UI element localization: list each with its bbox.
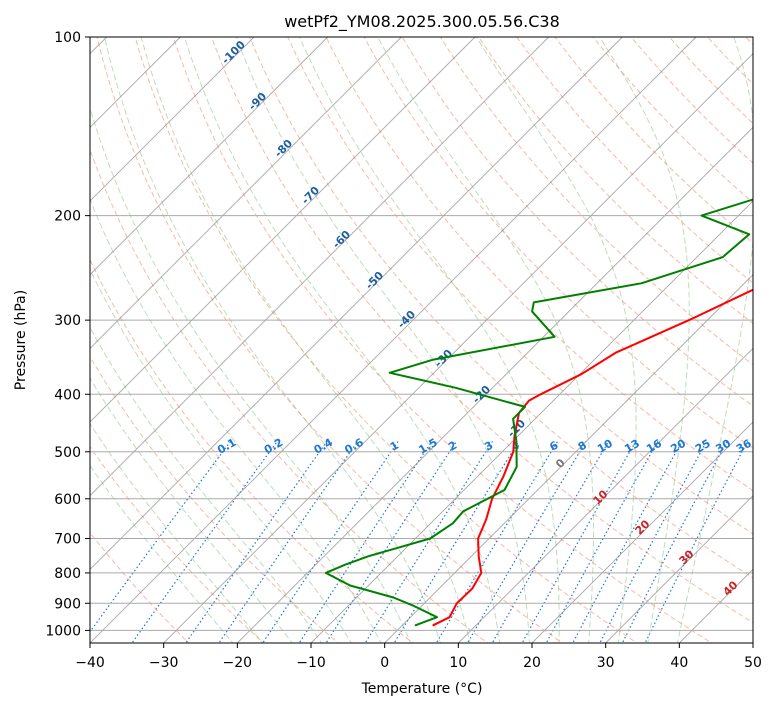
mixing-ratio-line	[621, 441, 728, 643]
x-tick-label: 0	[380, 655, 389, 671]
isotherm-line	[458, 347, 753, 643]
isotherm-line	[90, 37, 697, 643]
dry-adiabat-line	[325, 37, 753, 492]
isotherm-line	[531, 421, 753, 643]
mixing-ratio-line	[131, 440, 278, 643]
isotherm-line	[605, 495, 753, 643]
isotherm-line	[90, 37, 402, 349]
moist-adiabat-line	[475, 37, 637, 643]
moist-adiabat-line	[90, 377, 293, 643]
y-tick-label: 500	[54, 445, 81, 461]
y-tick-label: 100	[54, 30, 81, 46]
mixing-ratio-label: 36	[734, 437, 754, 456]
mixing-ratio-line	[364, 440, 494, 643]
moist-adiabat-line	[599, 37, 690, 643]
plot-area: -100-90-80-70-60-50-40-30-20-100.1 0.2 0.4…	[90, 37, 754, 643]
mixing-ratio-lines	[90, 440, 749, 643]
moist-adiabats	[90, 37, 753, 643]
moist-adiabat-line	[140, 37, 471, 643]
mixing-ratio-line	[298, 440, 433, 643]
y-tick-label: 300	[54, 313, 81, 329]
isotherm-line	[90, 37, 623, 570]
chart-title: wetPf2_YM08.2025.300.05.56.C38	[284, 12, 560, 32]
y-tick-label: 600	[54, 492, 81, 508]
pressure-gridlines	[90, 37, 753, 631]
moist-adiabat-line	[90, 326, 323, 643]
x-tick-label: −30	[149, 655, 179, 671]
moist-adiabat-line	[184, 37, 501, 643]
y-tick-label: 200	[54, 209, 81, 225]
dry-adiabat-line	[439, 37, 753, 366]
mixing-ratio-line	[262, 440, 399, 643]
isotherm-line	[90, 37, 255, 202]
y-tick-label: 400	[54, 387, 81, 403]
x-axis: −40 −30 −20 −10 0 10 20 30 40 50	[75, 643, 762, 671]
isotherm-line	[90, 37, 476, 423]
y-tick-label: 700	[54, 532, 81, 548]
isotherm-line	[310, 200, 753, 643]
mixing-ratio-line	[393, 440, 520, 643]
plot-frame	[89, 36, 754, 644]
moist-adiabat-line	[299, 37, 560, 643]
isotherm-line	[90, 37, 328, 276]
isotherm-line	[384, 274, 753, 643]
mixing-ratio-line	[325, 440, 458, 643]
x-axis-label: Temperature (°C)	[361, 681, 483, 697]
x-tick-label: 50	[744, 655, 762, 671]
dewpoint-line	[324, 198, 753, 627]
mixing-ratio-line	[491, 440, 610, 643]
y-tick-label: 1000	[45, 623, 81, 639]
x-tick-label: −40	[75, 655, 105, 671]
mixing-ratio-line	[572, 441, 683, 643]
y-axis: 100 200 300 400 500 600 700 800 900 1000	[45, 30, 90, 639]
x-tick-label: 40	[670, 655, 688, 671]
moist-adiabat-line	[104, 37, 441, 643]
isotherm-line	[163, 53, 753, 643]
mixing-ratio-line	[185, 440, 328, 643]
x-tick-label: −20	[223, 655, 253, 671]
dry-adiabat-line	[172, 37, 713, 643]
dry-adiabat-line	[249, 37, 753, 579]
y-tick-label: 800	[54, 566, 81, 582]
moist-adiabat-line	[676, 37, 753, 643]
dry-adiabat-line	[363, 37, 753, 449]
sounding-series	[324, 198, 753, 627]
x-tick-label: −10	[296, 655, 326, 671]
mixing-ratio-line	[521, 440, 637, 643]
dry-adiabat-line	[90, 148, 489, 643]
x-tick-label: 10	[449, 655, 467, 671]
mixing-ratio-line	[599, 441, 708, 643]
x-tick-label: 30	[597, 655, 615, 671]
dry-adiabat-line	[287, 37, 753, 535]
isotherm-line	[90, 37, 549, 497]
x-tick-label: 20	[523, 655, 541, 671]
y-axis-label: Pressure (hPa)	[13, 290, 29, 390]
mixing-ratio-line	[435, 440, 559, 643]
moist-adiabat-line	[377, 37, 594, 643]
y-tick-label: 900	[54, 596, 81, 612]
